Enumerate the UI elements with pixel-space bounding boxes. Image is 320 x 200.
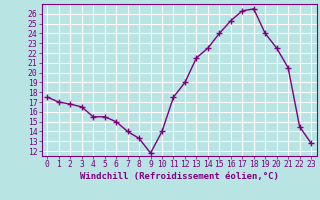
X-axis label: Windchill (Refroidissement éolien,°C): Windchill (Refroidissement éolien,°C)	[80, 172, 279, 181]
